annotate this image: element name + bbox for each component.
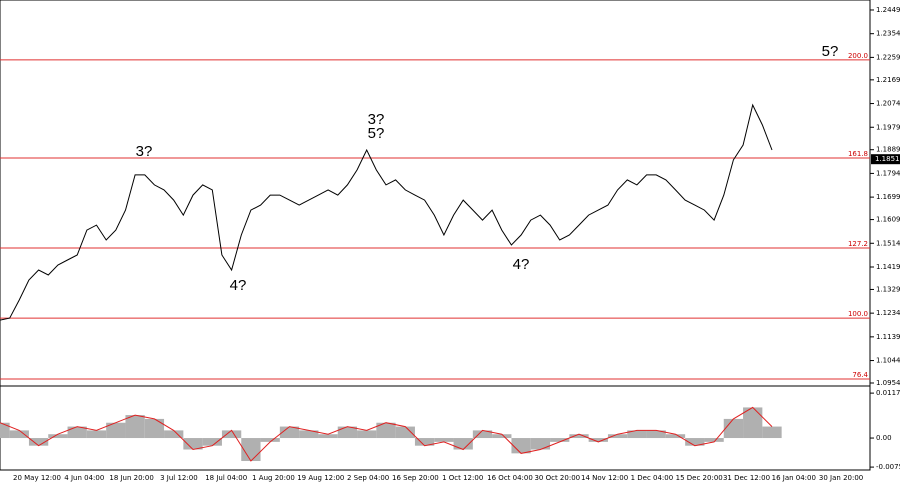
osc-bar xyxy=(472,430,493,439)
x-tick-label: 20 May 12:00 xyxy=(13,474,61,482)
x-tick-label: 19 Aug 12:00 xyxy=(297,474,344,482)
y-tick-label: 1.1514 xyxy=(876,239,900,247)
osc-bar xyxy=(376,422,396,439)
fib-level-label: 200.0 xyxy=(848,52,868,60)
x-tick-label: 15 Dec 20:00 xyxy=(676,474,723,482)
plot-frame xyxy=(0,0,871,471)
osc-bar xyxy=(646,430,666,439)
y-tick-label: 1.0954 xyxy=(876,379,900,387)
osc-bar xyxy=(164,430,184,439)
osc-bar xyxy=(144,418,165,439)
osc-bar xyxy=(299,430,319,439)
y-tick-label: 1.1419 xyxy=(876,263,900,271)
price-line xyxy=(0,103,773,321)
osc-bar xyxy=(202,438,222,446)
y-tick-label: 1.1979 xyxy=(876,123,900,131)
osc-bar xyxy=(492,434,512,439)
osc-bar xyxy=(279,426,300,439)
wave-label: 4? xyxy=(230,277,247,294)
osc-bar xyxy=(9,430,29,439)
osc-bar xyxy=(665,434,686,439)
y-tick-label: 1.1139 xyxy=(876,333,900,341)
fib-level-label: 161.8 xyxy=(848,150,868,158)
wave-label: 3? xyxy=(136,143,153,160)
y-tick-label: 1.2259 xyxy=(876,53,900,61)
osc-bar xyxy=(453,438,473,450)
osc-bar xyxy=(183,438,203,450)
osc-bar xyxy=(0,422,10,439)
osc-bar xyxy=(337,426,358,439)
osc-y-tick-label: 0.00 xyxy=(876,434,892,442)
osc-bar xyxy=(704,438,724,442)
osc-bar xyxy=(106,422,126,439)
osc-bar xyxy=(685,438,705,446)
osc-bar xyxy=(28,438,49,446)
y-tick-label: 1.1234 xyxy=(876,309,900,317)
fib-level-label: 76.4 xyxy=(852,371,868,379)
fib-level-label: 100.0 xyxy=(848,310,868,318)
osc-bar xyxy=(414,438,435,446)
wave-label: 4? xyxy=(513,256,530,273)
x-tick-label: 31 Dec 12:00 xyxy=(723,474,770,482)
current-price-label: 1.1851 xyxy=(875,155,900,163)
osc-bar xyxy=(67,426,87,439)
osc-bar xyxy=(511,438,531,454)
x-tick-label: 18 Jul 04:00 xyxy=(205,474,247,482)
y-tick-label: 1.2354 xyxy=(876,30,900,38)
wave-label: 5? xyxy=(368,125,385,142)
osc-bar xyxy=(607,434,628,439)
fib-level-label: 127.2 xyxy=(848,240,868,248)
y-tick-label: 1.1609 xyxy=(876,216,900,224)
osc-bar xyxy=(723,418,744,439)
osc-bar xyxy=(86,430,107,439)
x-tick-label: 16 Jan 04:00 xyxy=(772,474,816,482)
y-tick-label: 1.1794 xyxy=(876,169,900,177)
x-tick-label: 14 Nov 12:00 xyxy=(581,474,628,482)
x-tick-label: 16 Sep 20:00 xyxy=(392,474,439,482)
x-tick-label: 1 Aug 20:00 xyxy=(252,474,295,482)
y-tick-label: 1.2169 xyxy=(876,76,900,84)
wave-label: 3? xyxy=(368,111,385,128)
osc-bar xyxy=(762,426,782,439)
y-tick-label: 1.1329 xyxy=(876,285,900,293)
x-tick-label: 1 Dec 04:00 xyxy=(631,474,674,482)
x-tick-label: 3 Jul 12:00 xyxy=(160,474,198,482)
osc-line xyxy=(0,406,773,462)
osc-bar xyxy=(743,407,763,439)
osc-bar xyxy=(48,434,68,439)
osc-y-tick-label: -0.00759 xyxy=(876,463,900,471)
y-tick-label: 1.2449 xyxy=(876,6,900,14)
osc-bar xyxy=(241,438,261,462)
osc-bar xyxy=(260,438,280,442)
x-tick-label: 2 Sep 04:00 xyxy=(347,474,389,482)
osc-bar xyxy=(221,430,242,439)
x-tick-label: 30 Jan 20:00 xyxy=(819,474,863,482)
osc-bar xyxy=(550,438,570,442)
current-price-tag xyxy=(871,154,900,165)
x-tick-label: 4 Jun 04:00 xyxy=(64,474,104,482)
osc-bar xyxy=(569,434,589,439)
x-tick-label: 18 Jun 20:00 xyxy=(109,474,153,482)
osc-bar xyxy=(357,430,377,439)
osc-bar xyxy=(125,415,145,439)
y-tick-label: 1.1889 xyxy=(876,146,900,154)
y-tick-label: 1.1699 xyxy=(876,193,900,201)
osc-bar xyxy=(434,438,454,442)
osc-bar xyxy=(588,438,608,442)
osc-bar xyxy=(395,426,415,439)
wave-label: 5? xyxy=(822,43,839,60)
x-tick-label: 30 Oct 20:00 xyxy=(534,474,580,482)
osc-y-tick-label: 0.01174 xyxy=(876,389,900,397)
x-tick-label: 1 Oct 12:00 xyxy=(442,474,483,482)
x-tick-label: 16 Oct 04:00 xyxy=(487,474,533,482)
osc-bar xyxy=(530,438,551,450)
osc-bar xyxy=(318,434,338,439)
osc-bar xyxy=(627,430,647,439)
y-tick-label: 1.2074 xyxy=(876,100,900,108)
y-tick-label: 1.1044 xyxy=(876,357,900,365)
